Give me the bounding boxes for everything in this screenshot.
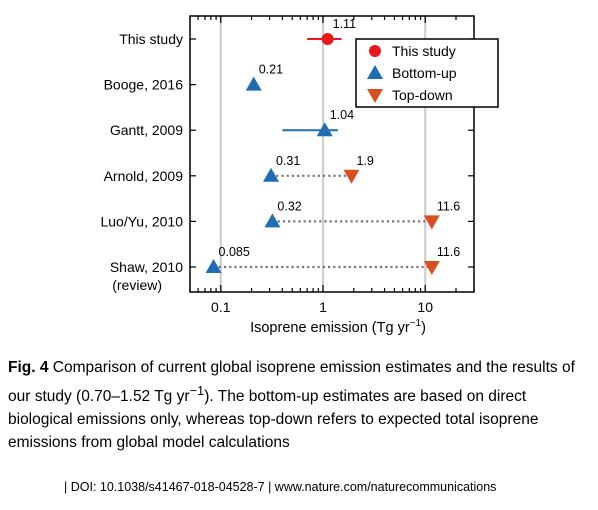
marker-5-0 [205,259,222,273]
figure-caption: Fig. 4 Comparison of current global isop… [8,356,590,454]
data-label-0-0: 1.11 [333,17,356,31]
marker-4-1 [423,215,440,230]
row-sublabel-5: (review) [112,277,162,293]
marker-3-1 [343,169,360,184]
plot-frame [189,15,475,293]
data-label-2-0: 1.04 [330,108,354,122]
figure-label: Fig. 4 [8,359,49,376]
x-tick-label-0: 0.1 [211,299,231,315]
row-label-4: Luo/Yu, 2010 [100,213,183,229]
marker-3-0 [263,167,280,182]
legend-marker-0 [369,45,381,57]
x-axis-label: Isoprene emission (Tg yr−1) [250,318,426,336]
marker-0-0 [321,33,334,45]
legend-marker-1 [367,65,383,79]
doi-footer: | DOI: 10.1038/s41467-018-04528-7 | www.… [64,480,497,494]
legend-label-2: Top-down [392,87,453,103]
data-label-3-0: 0.31 [276,154,300,168]
data-label-5-1: 11.6 [437,245,460,259]
row-label-3: Arnold, 2009 [104,168,184,184]
row-label-5: Shaw, 2010 [110,259,183,275]
data-label-5-0: 0.085 [219,245,250,259]
legend-label-1: Bottom-up [392,65,457,81]
marker-1-0 [245,76,262,91]
data-label-3-1: 1.9 [356,154,373,168]
x-tick-label-1: 1 [319,299,327,315]
caption-superscript: −1 [189,383,205,398]
marker-5-1 [423,261,440,275]
data-label-4-1: 11.6 [437,199,460,213]
legend-marker-2 [367,89,383,103]
caption-text-a: Comparison of current global isoprene em… [8,359,575,406]
marker-2-0 [316,122,333,137]
marker-4-0 [264,213,281,228]
data-label-1-0: 0.21 [259,63,283,77]
x-tick-label-2: 10 [417,299,433,315]
legend-label-0: This study [392,43,456,59]
data-label-4-0: 0.32 [277,199,301,213]
caption-text-b: ). The bottom-up estimates are based on … [8,388,539,452]
row-label-1: Booge, 2016 [104,77,184,93]
row-label-0: This study [119,31,183,47]
isoprene-emission-chart: 0.1 1 10 Isoprene emission (Tg yr−1) This st… [100,15,499,336]
row-label-2: Gantt, 2009 [110,122,183,138]
